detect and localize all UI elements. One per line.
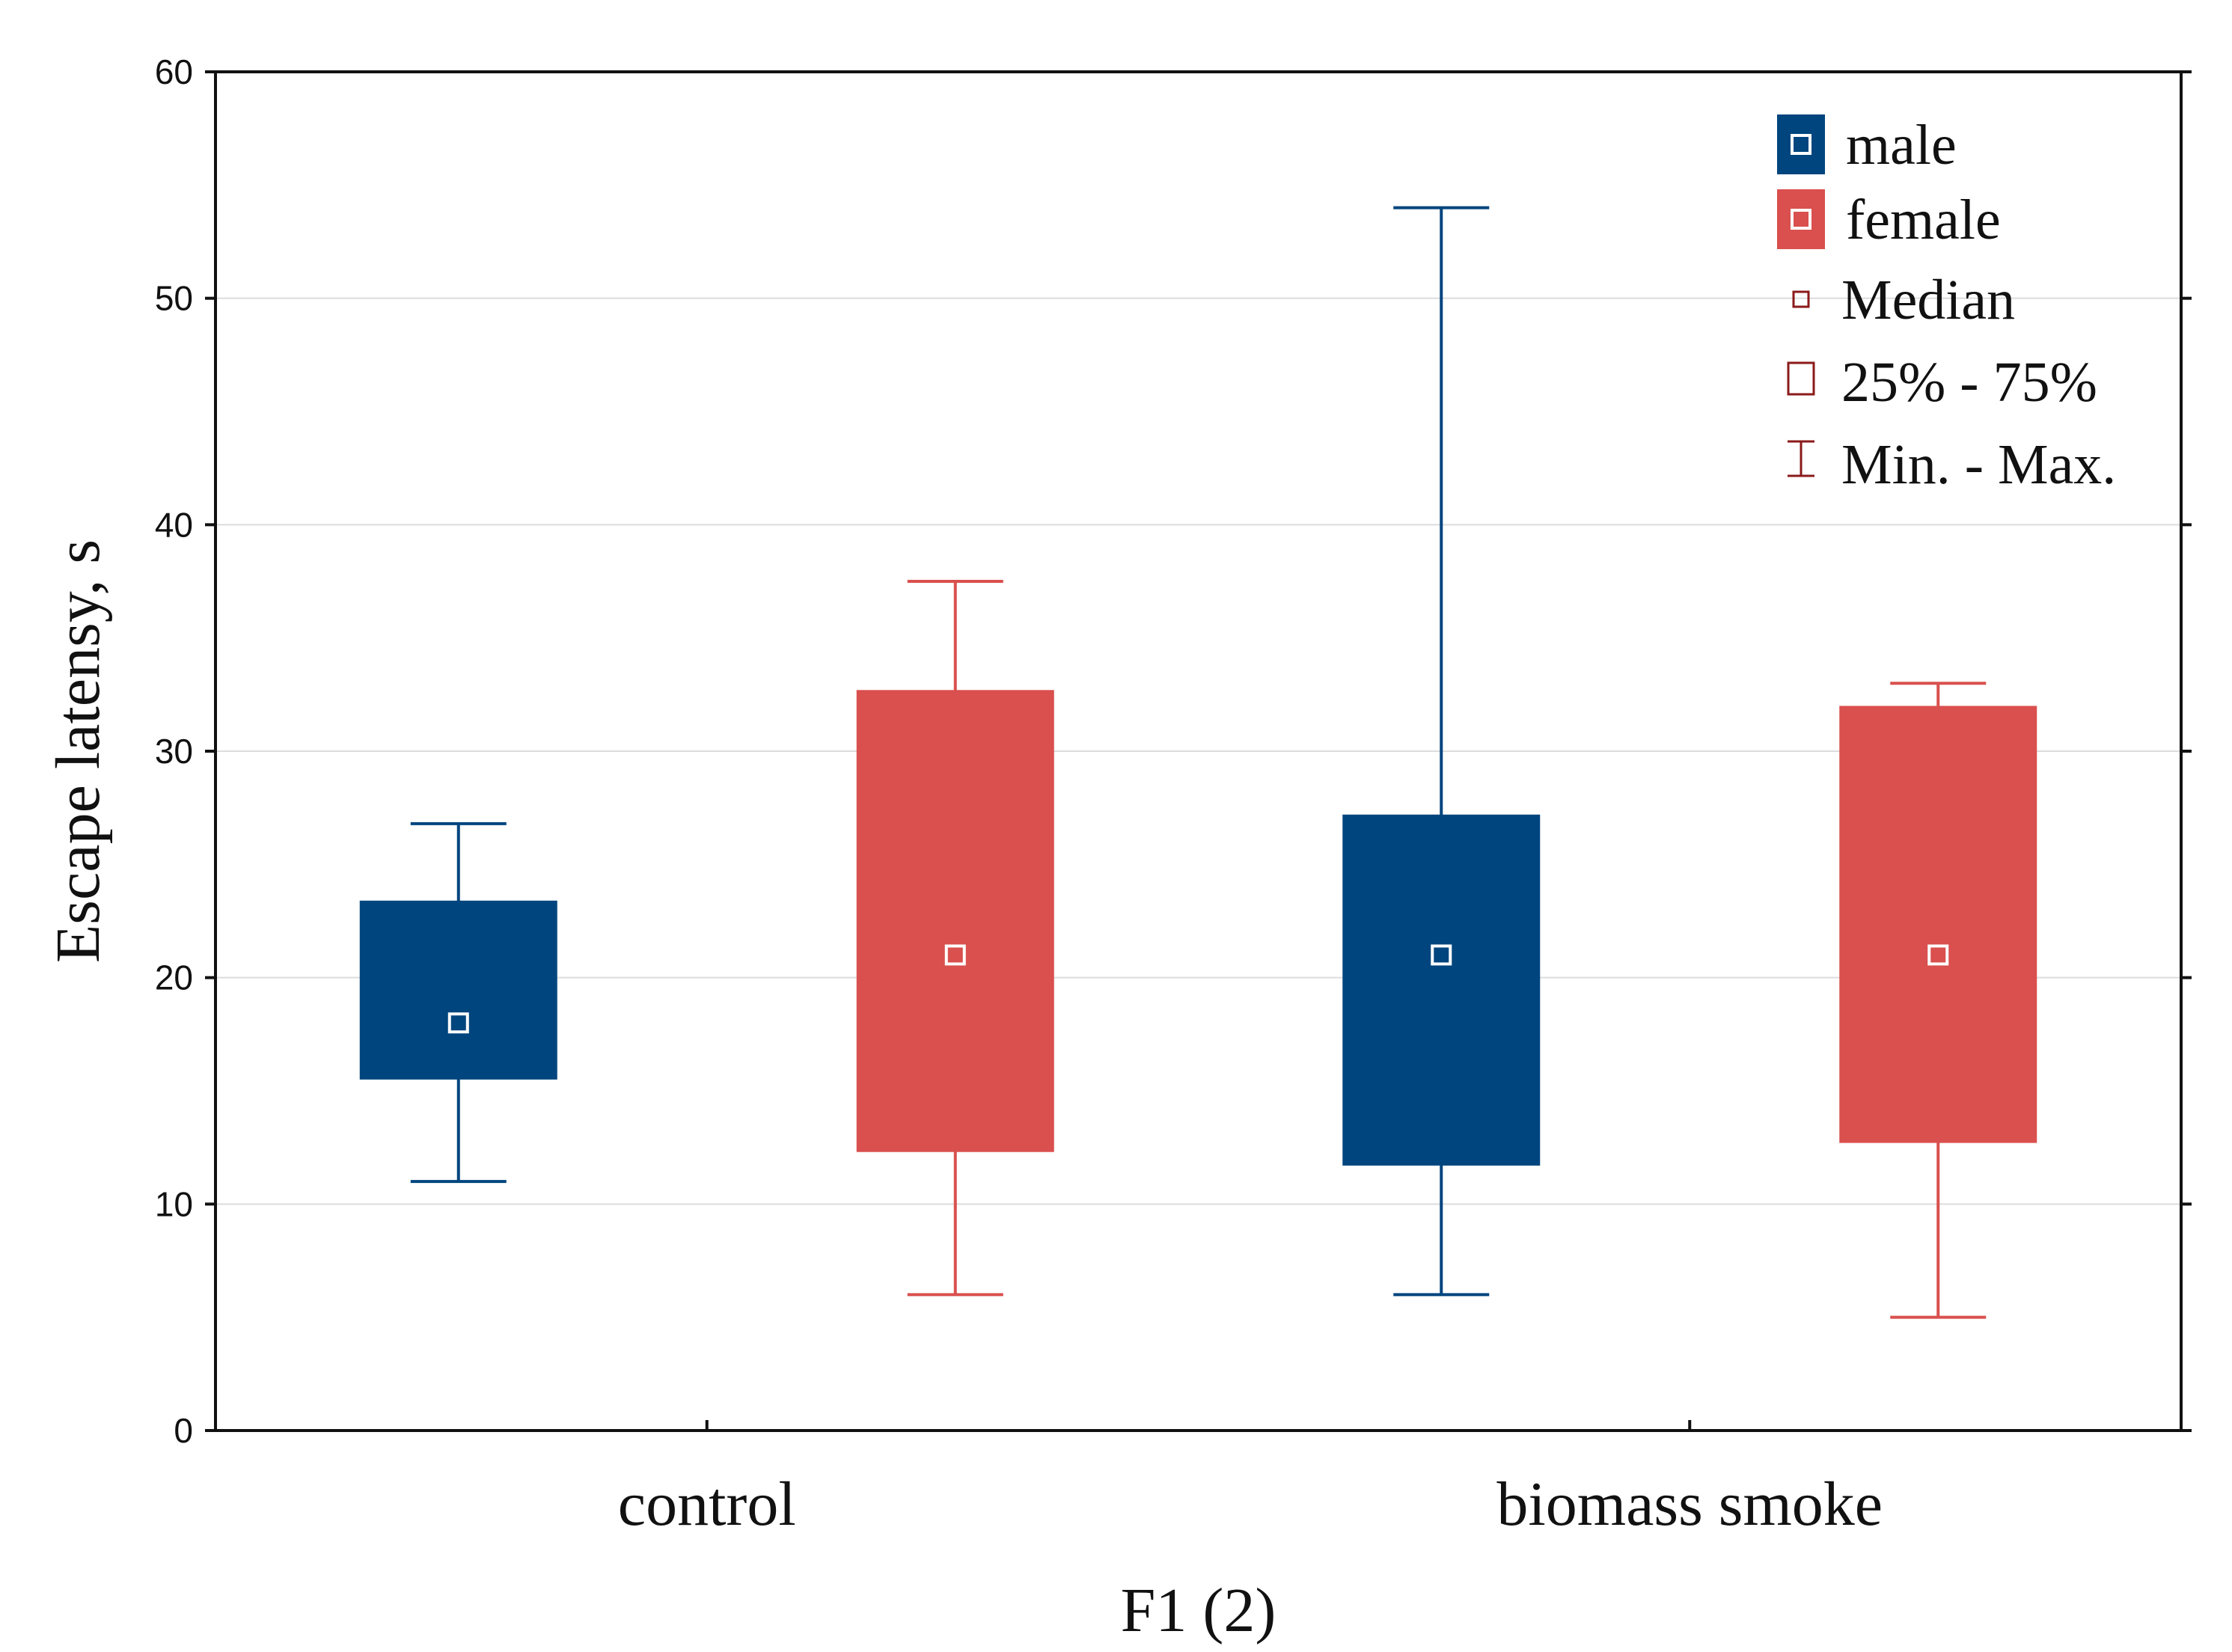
median-marker-female — [944, 944, 966, 966]
median-markers — [447, 944, 1949, 1034]
legend-box-icon — [1787, 361, 1815, 396]
legend-key-label: Median — [1841, 269, 2015, 331]
legend-key-label: Min. - Max. — [1841, 433, 2116, 496]
legend-swatch-male — [1777, 114, 1825, 174]
legend: male female Median 25% - 75% Min. - Max. — [1777, 114, 2116, 496]
y-tick-label: 20 — [155, 958, 193, 997]
legend-label-male: male — [1846, 114, 1957, 177]
y-tick-label: 40 — [155, 505, 193, 544]
box-male — [359, 900, 557, 1080]
median-marker-male — [447, 1012, 469, 1034]
box-male — [1342, 814, 1541, 1166]
y-axis-title: Escape latensy, s — [43, 539, 113, 963]
x-axis-ticks: control biomass smoke — [618, 1420, 1883, 1539]
y-tick-label: 0 — [174, 1411, 193, 1450]
median-marker-male — [1431, 944, 1452, 966]
legend-median-icon — [1792, 290, 1810, 308]
x-tick-label: control — [618, 1469, 796, 1539]
x-tick-label: biomass smoke — [1496, 1469, 1883, 1539]
y-axis-ticks: 0 10 20 30 40 50 60 — [155, 52, 2192, 1450]
median-marker-female — [1927, 944, 1949, 966]
legend-key-label: 25% - 75% — [1841, 351, 2097, 414]
y-tick-label: 50 — [155, 279, 193, 318]
whiskers — [410, 206, 1987, 1319]
legend-swatch-marker — [1791, 134, 1811, 155]
legend-swatch-female — [1777, 189, 1825, 249]
y-tick-label: 60 — [155, 52, 193, 91]
legend-label-female: female — [1846, 189, 2001, 251]
y-tick-label: 10 — [155, 1184, 193, 1223]
legend-swatch-marker — [1791, 209, 1811, 230]
box-female — [1839, 706, 2037, 1143]
x-axis-title: F1 (2) — [1121, 1576, 1276, 1645]
box-female — [856, 690, 1054, 1152]
y-tick-label: 30 — [155, 732, 193, 771]
boxes — [359, 690, 2037, 1166]
